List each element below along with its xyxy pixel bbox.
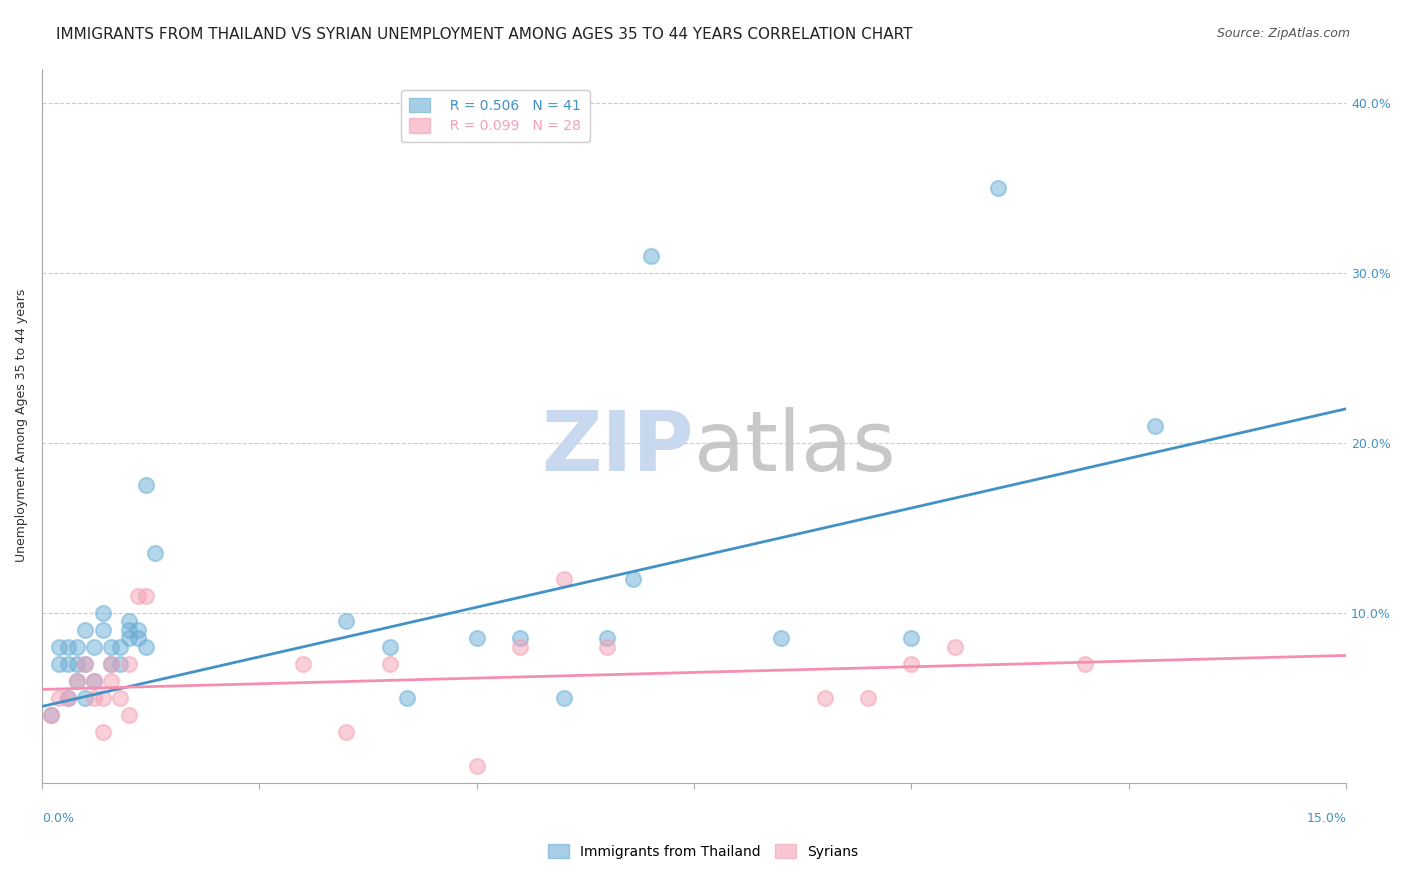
Point xyxy=(621,572,644,586)
Point xyxy=(118,632,141,646)
Point xyxy=(856,690,879,705)
Point xyxy=(127,589,149,603)
Point xyxy=(91,690,114,705)
Point xyxy=(66,673,89,688)
Point xyxy=(596,632,619,646)
Point xyxy=(100,657,122,671)
Point xyxy=(813,690,835,705)
Point xyxy=(118,615,141,629)
Point xyxy=(127,623,149,637)
Point xyxy=(553,572,575,586)
Text: IMMIGRANTS FROM THAILAND VS SYRIAN UNEMPLOYMENT AMONG AGES 35 TO 44 YEARS CORREL: IMMIGRANTS FROM THAILAND VS SYRIAN UNEMP… xyxy=(56,27,912,42)
Point xyxy=(135,589,157,603)
Text: ZIP: ZIP xyxy=(541,407,695,488)
Point xyxy=(91,725,114,739)
Text: 15.0%: 15.0% xyxy=(1306,812,1347,824)
Point xyxy=(118,708,141,723)
Point xyxy=(378,657,401,671)
Point xyxy=(127,632,149,646)
Point xyxy=(48,690,70,705)
Point xyxy=(66,657,89,671)
Point xyxy=(48,657,70,671)
Point xyxy=(900,657,922,671)
Point xyxy=(91,606,114,620)
Text: 0.0%: 0.0% xyxy=(42,812,75,824)
Point xyxy=(75,623,97,637)
Point xyxy=(1143,418,1166,433)
Point xyxy=(509,632,531,646)
Point xyxy=(75,657,97,671)
Point xyxy=(75,657,97,671)
Text: Source: ZipAtlas.com: Source: ZipAtlas.com xyxy=(1216,27,1350,40)
Point xyxy=(1074,657,1097,671)
Point xyxy=(465,759,488,773)
Point xyxy=(640,249,662,263)
Point xyxy=(900,632,922,646)
Text: atlas: atlas xyxy=(695,407,896,488)
Point xyxy=(83,673,105,688)
Point xyxy=(100,673,122,688)
Point xyxy=(509,640,531,654)
Point xyxy=(83,673,105,688)
Point xyxy=(48,640,70,654)
Legend: Immigrants from Thailand, Syrians: Immigrants from Thailand, Syrians xyxy=(540,836,866,867)
Point xyxy=(335,615,357,629)
Point xyxy=(118,623,141,637)
Point xyxy=(143,546,166,560)
Point xyxy=(291,657,314,671)
Point xyxy=(66,640,89,654)
Point xyxy=(39,708,62,723)
Point xyxy=(66,673,89,688)
Point xyxy=(108,657,131,671)
Point xyxy=(83,640,105,654)
Point xyxy=(108,640,131,654)
Point xyxy=(553,690,575,705)
Point xyxy=(396,690,419,705)
Point xyxy=(335,725,357,739)
Y-axis label: Unemployment Among Ages 35 to 44 years: Unemployment Among Ages 35 to 44 years xyxy=(15,289,28,563)
Point xyxy=(118,657,141,671)
Point xyxy=(56,640,79,654)
Point xyxy=(108,690,131,705)
Point xyxy=(100,657,122,671)
Point xyxy=(465,632,488,646)
Point xyxy=(83,690,105,705)
Point xyxy=(100,640,122,654)
Point xyxy=(56,690,79,705)
Point xyxy=(770,632,793,646)
Point xyxy=(378,640,401,654)
Point xyxy=(56,657,79,671)
Point xyxy=(943,640,966,654)
Point xyxy=(91,623,114,637)
Point xyxy=(75,690,97,705)
Point xyxy=(39,708,62,723)
Point xyxy=(56,690,79,705)
Point xyxy=(987,180,1010,194)
Point xyxy=(135,640,157,654)
Legend:   R = 0.506   N = 41,   R = 0.099   N = 28: R = 0.506 N = 41, R = 0.099 N = 28 xyxy=(401,90,589,142)
Point xyxy=(135,478,157,492)
Point xyxy=(596,640,619,654)
